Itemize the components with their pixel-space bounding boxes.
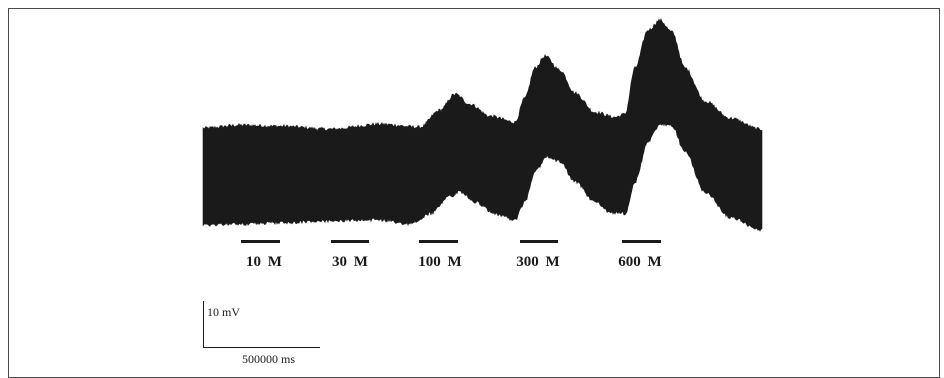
stimulus-bar-300: [520, 240, 558, 243]
scale-bar-vertical: [203, 301, 204, 348]
stimulus-label-100: 100 M: [418, 254, 462, 270]
stimulus-bar-600: [622, 240, 661, 243]
scale-bar-voltage-label: 10 mV: [207, 305, 240, 319]
stimulus-label-10: 10 M: [246, 254, 282, 270]
stimulus-bar-30: [331, 240, 369, 243]
stimulus-bar-10: [241, 240, 280, 243]
scale-bar-horizontal: [203, 347, 320, 348]
stimulus-bar-100: [419, 240, 458, 243]
trace-envelope: [202, 18, 763, 232]
stimulus-label-30: 30 M: [332, 254, 368, 270]
stimulus-label-300: 300 M: [516, 254, 560, 270]
scale-bar-time-label: 500000 ms: [242, 352, 296, 366]
stimulus-label-600: 600 M: [618, 254, 662, 270]
